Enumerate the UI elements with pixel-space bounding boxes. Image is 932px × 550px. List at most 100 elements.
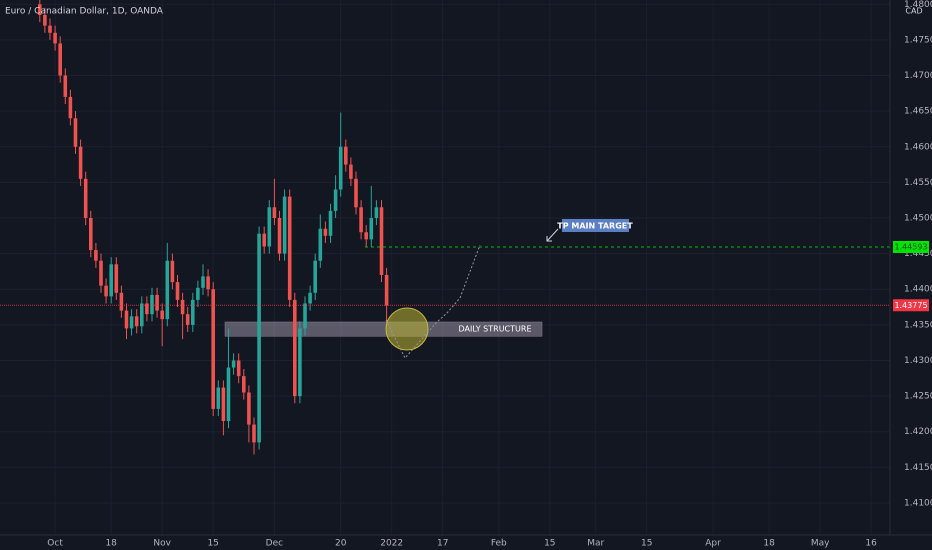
candle-body xyxy=(216,387,221,409)
x-tick-label: Dec xyxy=(266,539,283,549)
candle-body xyxy=(257,233,261,443)
candle-body xyxy=(252,424,256,443)
candle-body xyxy=(344,146,348,165)
candle-body xyxy=(68,96,73,119)
candle-body xyxy=(191,299,195,325)
candle-body xyxy=(73,118,78,147)
currency-label: CAD xyxy=(905,7,922,16)
candle-body xyxy=(272,207,277,218)
candle-body xyxy=(165,260,170,320)
y-tick-label: 1.46500 xyxy=(904,107,932,117)
candle-body xyxy=(247,392,251,425)
x-tick-label: 17 xyxy=(437,539,448,549)
x-tick-label: Oct xyxy=(47,539,63,549)
candle-body xyxy=(63,75,68,97)
zone-layer: DAILY STRUCTURE xyxy=(224,321,543,337)
candle-body xyxy=(58,43,62,76)
x-tick-label: Nov xyxy=(153,539,171,549)
candle-body xyxy=(384,274,389,306)
candle-body xyxy=(267,207,272,247)
candle-body xyxy=(175,282,180,300)
candle-body xyxy=(201,276,205,288)
candle-body xyxy=(129,316,134,329)
chart-title: Euro / Canadian Dollar, 1D, OANDA xyxy=(5,7,164,17)
candle-body xyxy=(298,328,302,397)
candle-body xyxy=(155,294,159,311)
x-tick-label: 18 xyxy=(105,539,117,549)
y-tick-label: 1.47000 xyxy=(904,71,932,81)
x-tick-label: Mar xyxy=(587,539,604,549)
candle-layer xyxy=(37,0,389,455)
x-tick-label: 15 xyxy=(641,539,652,549)
y-tick-label: 1.43500 xyxy=(904,320,932,330)
highlight-circle xyxy=(385,307,429,351)
candle-body xyxy=(231,360,236,368)
candle-body xyxy=(282,196,287,254)
candle-body xyxy=(109,264,113,297)
candle-body xyxy=(262,233,266,247)
price-label-box xyxy=(893,299,929,312)
projection-path xyxy=(385,244,481,359)
x-tick-label: Apr xyxy=(705,539,721,549)
candle-body xyxy=(114,264,119,293)
candle-body xyxy=(303,303,307,329)
candle-body xyxy=(323,228,328,236)
candle-body xyxy=(354,178,358,208)
candle-body xyxy=(43,14,47,26)
y-tick-label: 1.45500 xyxy=(904,178,932,188)
candle-body xyxy=(338,146,343,190)
x-tick-label: May xyxy=(811,539,830,549)
candle-body xyxy=(185,314,190,325)
candle-body xyxy=(333,189,338,211)
target-label: TP MAIN TARGET xyxy=(557,222,633,231)
grid-layer xyxy=(0,0,890,535)
price-label: 1.43775 xyxy=(894,301,927,310)
y-tick-label: 1.43000 xyxy=(904,356,932,366)
price-axis-bg xyxy=(890,0,932,550)
x-tick-label: 20 xyxy=(335,539,347,549)
y-tick-label: 1.41500 xyxy=(904,463,932,473)
candle-body xyxy=(150,294,154,315)
candle-body xyxy=(145,303,149,315)
candle-body xyxy=(226,367,231,422)
candle-body xyxy=(78,146,83,179)
time-axis-bg xyxy=(0,535,932,550)
candle-body xyxy=(236,360,241,377)
y-tick-label: 1.44500 xyxy=(904,249,932,259)
candle-body xyxy=(328,210,333,236)
candle-body xyxy=(134,316,139,327)
candle-body xyxy=(313,260,317,293)
candle-body xyxy=(318,228,323,261)
candle-body xyxy=(277,217,282,254)
candle-body xyxy=(180,299,185,315)
candle-body xyxy=(160,310,164,320)
y-tick-label: 1.48000 xyxy=(904,0,932,10)
candle-body xyxy=(89,217,93,251)
candle-body xyxy=(37,4,42,15)
x-tick-label: Feb xyxy=(491,539,507,549)
candle-body xyxy=(94,250,98,261)
target-arrow-head xyxy=(546,236,552,242)
x-tick-label: 16 xyxy=(865,539,877,549)
candle-body xyxy=(170,260,175,283)
candle-body xyxy=(211,289,215,409)
candle-body xyxy=(369,217,374,240)
candle-body xyxy=(308,292,312,304)
annotation-layer: TP MAIN TARGET xyxy=(0,219,890,359)
candle-body xyxy=(287,196,292,300)
candle-body xyxy=(349,164,353,179)
candle-body xyxy=(359,207,363,233)
target-arrow xyxy=(546,228,559,242)
candle-body xyxy=(221,387,226,422)
y-tick-label: 1.41000 xyxy=(904,498,932,508)
price-label-box xyxy=(893,240,929,253)
candle-body xyxy=(196,287,200,300)
y-tick-label: 1.45000 xyxy=(904,213,932,223)
y-tick-label: 1.44000 xyxy=(904,285,932,295)
price-label: 1.44593 xyxy=(894,242,927,251)
candle-body xyxy=(104,285,108,297)
candle-body xyxy=(374,207,379,218)
